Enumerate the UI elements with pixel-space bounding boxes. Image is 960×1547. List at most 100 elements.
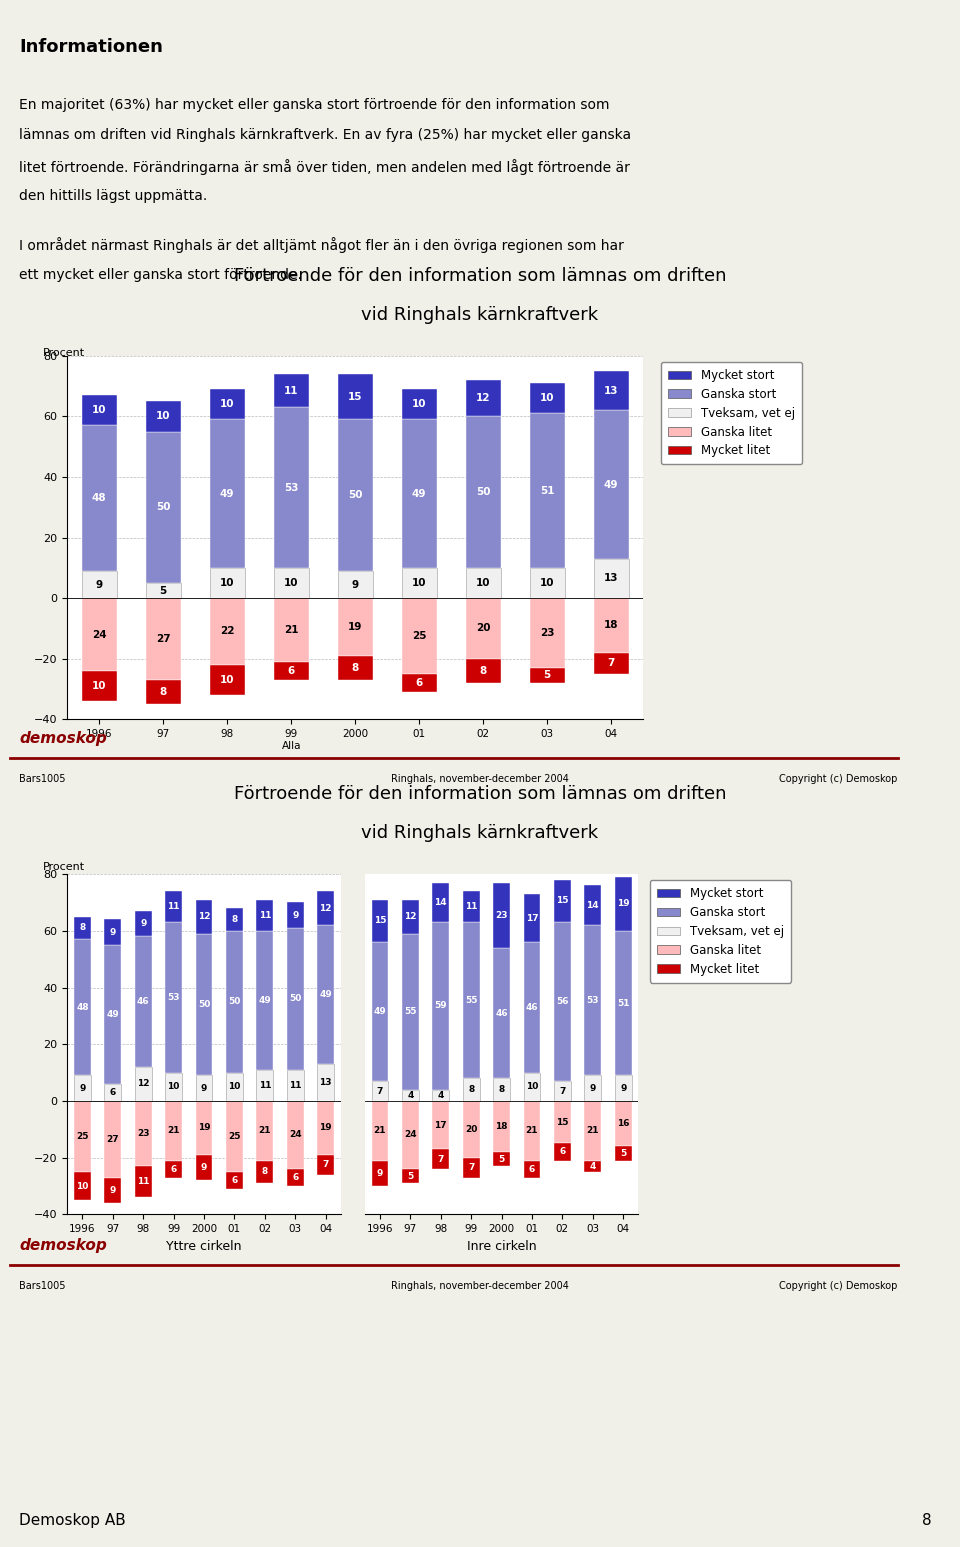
Text: 8: 8 bbox=[498, 1084, 505, 1094]
Bar bbox=[134, 936, 152, 1067]
Text: litet förtroende. Förändringarna är små över tiden, men andelen med lågt förtroe: litet förtroende. Förändringarna är små … bbox=[19, 159, 630, 175]
Text: 9: 9 bbox=[377, 1170, 383, 1177]
Bar bbox=[134, 1101, 152, 1166]
Text: 15: 15 bbox=[348, 391, 363, 402]
Text: 50: 50 bbox=[198, 999, 210, 1009]
Bar bbox=[372, 1081, 389, 1101]
Text: 11: 11 bbox=[289, 1081, 301, 1089]
Text: 53: 53 bbox=[284, 483, 299, 492]
Bar bbox=[493, 1078, 510, 1101]
Text: 15: 15 bbox=[556, 897, 568, 905]
Text: 27: 27 bbox=[107, 1135, 119, 1143]
Bar bbox=[105, 945, 121, 1084]
Text: 12: 12 bbox=[198, 913, 210, 920]
Text: Ringhals, november-december 2004: Ringhals, november-december 2004 bbox=[391, 774, 569, 783]
Text: 10: 10 bbox=[476, 579, 491, 588]
Text: 6: 6 bbox=[292, 1173, 299, 1182]
Text: 24: 24 bbox=[92, 630, 107, 639]
Legend: Mycket stort, Ganska stort, Tveksam, vet ej, Ganska litet, Mycket litet: Mycket stort, Ganska stort, Tveksam, vet… bbox=[650, 880, 791, 982]
Text: Copyright (c) Demoskop: Copyright (c) Demoskop bbox=[780, 774, 898, 783]
Text: 53: 53 bbox=[587, 996, 599, 1004]
Text: 12: 12 bbox=[476, 393, 491, 404]
Text: 5: 5 bbox=[543, 670, 551, 681]
Text: 10: 10 bbox=[220, 579, 234, 588]
Bar bbox=[493, 882, 510, 948]
Text: 9: 9 bbox=[589, 1084, 596, 1092]
Bar bbox=[372, 942, 389, 1081]
Bar bbox=[165, 1160, 182, 1177]
Text: 11: 11 bbox=[258, 1081, 271, 1089]
Bar bbox=[463, 1157, 480, 1177]
Bar bbox=[196, 1154, 212, 1180]
Bar bbox=[196, 1101, 212, 1154]
Bar bbox=[614, 1101, 632, 1146]
Text: 17: 17 bbox=[435, 1120, 447, 1129]
Bar bbox=[554, 880, 571, 922]
Bar bbox=[463, 922, 480, 1078]
Text: 25: 25 bbox=[228, 1132, 241, 1140]
Text: 8: 8 bbox=[159, 687, 167, 698]
Text: 21: 21 bbox=[167, 1126, 180, 1135]
Bar bbox=[338, 599, 372, 656]
Text: 51: 51 bbox=[540, 486, 555, 495]
Bar bbox=[593, 371, 629, 410]
Bar bbox=[226, 1173, 243, 1188]
Text: 51: 51 bbox=[617, 999, 630, 1007]
Bar bbox=[614, 877, 632, 931]
Text: 19: 19 bbox=[348, 622, 362, 633]
Text: 7: 7 bbox=[468, 1163, 474, 1173]
Text: 19: 19 bbox=[320, 1123, 332, 1132]
Bar bbox=[209, 390, 245, 419]
Text: 11: 11 bbox=[137, 1177, 150, 1187]
Text: 10: 10 bbox=[284, 579, 299, 588]
Text: Bars1005: Bars1005 bbox=[19, 1281, 65, 1290]
Bar bbox=[530, 599, 564, 668]
Text: 8: 8 bbox=[922, 1513, 931, 1528]
Text: 8: 8 bbox=[480, 665, 487, 676]
Text: 9: 9 bbox=[80, 1084, 85, 1092]
Text: 49: 49 bbox=[373, 1007, 386, 1016]
Bar bbox=[523, 894, 540, 942]
Text: vid Ringhals kärnkraftverk: vid Ringhals kärnkraftverk bbox=[361, 823, 599, 842]
Text: 16: 16 bbox=[617, 1118, 630, 1128]
Text: 49: 49 bbox=[412, 489, 426, 498]
Text: lämnas om driften vid Ringhals kärnkraftverk. En av fyra (25%) har mycket eller : lämnas om driften vid Ringhals kärnkraft… bbox=[19, 128, 632, 142]
Text: 13: 13 bbox=[320, 1078, 332, 1088]
Text: 53: 53 bbox=[167, 993, 180, 1002]
Legend: Mycket stort, Ganska stort, Tveksam, vet ej, Ganska litet, Mycket litet: Mycket stort, Ganska stort, Tveksam, vet… bbox=[660, 362, 802, 464]
Text: 6: 6 bbox=[288, 665, 295, 676]
Text: 8: 8 bbox=[468, 1084, 474, 1094]
Text: 9: 9 bbox=[620, 1084, 626, 1092]
Text: 5: 5 bbox=[407, 1171, 414, 1180]
Text: demoskop: demoskop bbox=[19, 730, 107, 746]
Bar bbox=[256, 931, 274, 1071]
Bar bbox=[134, 911, 152, 936]
Text: 23: 23 bbox=[495, 911, 508, 919]
Text: 46: 46 bbox=[526, 1002, 539, 1012]
Text: 6: 6 bbox=[171, 1165, 177, 1174]
Bar bbox=[74, 1173, 91, 1200]
Text: 6: 6 bbox=[529, 1165, 535, 1174]
Text: demoskop: demoskop bbox=[19, 1238, 107, 1253]
Text: Förtroende för den information som lämnas om driften: Förtroende för den information som lämna… bbox=[233, 266, 727, 285]
Bar bbox=[530, 384, 564, 413]
Text: 8: 8 bbox=[262, 1168, 268, 1176]
Text: 10: 10 bbox=[220, 674, 234, 685]
Bar bbox=[401, 599, 437, 674]
Bar bbox=[493, 1153, 510, 1166]
Bar bbox=[105, 1084, 121, 1101]
Bar bbox=[593, 653, 629, 674]
Bar bbox=[134, 1166, 152, 1197]
Bar bbox=[287, 1170, 303, 1187]
Bar bbox=[287, 928, 303, 1071]
Bar bbox=[401, 568, 437, 599]
Bar bbox=[146, 681, 180, 704]
Bar bbox=[614, 931, 632, 1075]
Bar bbox=[226, 908, 243, 931]
Text: 46: 46 bbox=[137, 998, 150, 1006]
Text: Ringhals, november-december 2004: Ringhals, november-december 2004 bbox=[391, 1281, 569, 1290]
Text: den hittills lägst uppmätta.: den hittills lägst uppmätta. bbox=[19, 189, 207, 203]
Bar bbox=[196, 933, 212, 1075]
Bar bbox=[466, 599, 501, 659]
Bar bbox=[554, 922, 571, 1081]
